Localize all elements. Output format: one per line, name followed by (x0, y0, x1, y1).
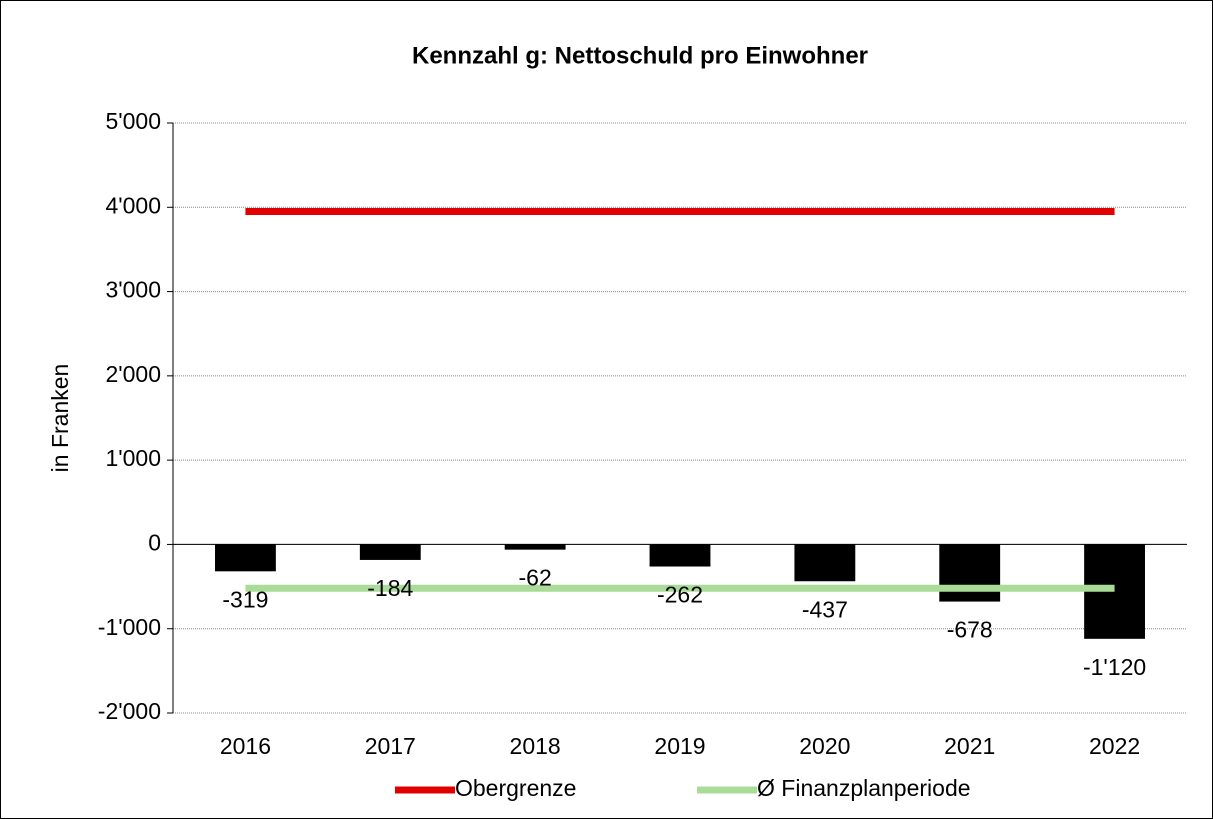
y-tick-label: 4'000 (105, 192, 161, 218)
data-label: -319 (222, 586, 268, 612)
x-tick-label: 2017 (365, 733, 416, 759)
data-label: -62 (519, 565, 552, 591)
x-tick-label: 2019 (654, 733, 705, 759)
data-label: -1'120 (1083, 654, 1146, 680)
x-tick-label: 2016 (220, 733, 271, 759)
bar (939, 544, 1001, 602)
bar (359, 544, 421, 560)
y-tick-label: -2'000 (98, 698, 161, 724)
legend-label: Obergrenze (455, 775, 576, 801)
y-tick-label: 0 (148, 530, 161, 556)
y-tick-label: 1'000 (105, 445, 161, 471)
data-label: -262 (657, 582, 703, 608)
bar (504, 544, 566, 550)
y-tick-label: 3'000 (105, 277, 161, 303)
chart-title: Kennzahl g: Nettoschuld pro Einwohner (412, 42, 868, 69)
x-tick-label: 2022 (1089, 733, 1140, 759)
x-tick-label: 2021 (944, 733, 995, 759)
y-tick-label: 5'000 (105, 108, 161, 134)
data-label: -184 (367, 575, 413, 601)
bar (794, 544, 856, 582)
bar (215, 544, 276, 572)
y-tick-label: 2'000 (105, 361, 161, 387)
bar (649, 544, 711, 567)
data-label: -437 (802, 596, 848, 622)
data-label: -678 (947, 617, 993, 643)
x-tick-label: 2018 (510, 733, 561, 759)
legend-label: Ø Finanzplanperiode (757, 775, 971, 801)
y-tick-label: -1'000 (98, 614, 161, 640)
y-axis-title: in Franken (47, 364, 73, 473)
x-tick-label: 2020 (799, 733, 850, 759)
